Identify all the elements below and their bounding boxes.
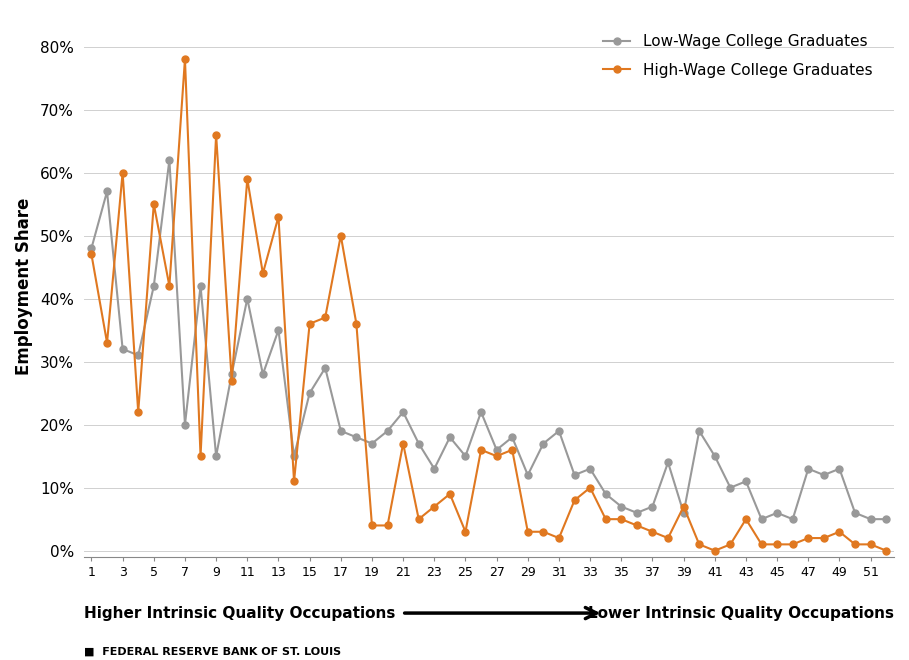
Low-Wage College Graduates <box>475 408 486 416</box>
Low-Wage College Graduates <box>881 515 892 523</box>
Low-Wage College Graduates <box>523 471 534 479</box>
High-Wage College Graduates <box>382 521 393 529</box>
Low-Wage College Graduates <box>756 515 767 523</box>
High-Wage College Graduates <box>881 546 892 554</box>
Line: Low-Wage College Graduates: Low-Wage College Graduates <box>88 156 890 523</box>
High-Wage College Graduates <box>475 446 486 454</box>
High-Wage College Graduates <box>584 484 595 492</box>
High-Wage College Graduates <box>148 200 159 208</box>
Text: ■  FEDERAL RESERVE BANK OF ST. LOUIS: ■ FEDERAL RESERVE BANK OF ST. LOUIS <box>84 647 341 657</box>
Line: High-Wage College Graduates: High-Wage College Graduates <box>88 55 890 554</box>
Y-axis label: Employment Share: Employment Share <box>15 197 33 375</box>
Text: Lower Intrinsic Quality Occupations: Lower Intrinsic Quality Occupations <box>588 606 894 620</box>
High-Wage College Graduates <box>179 55 190 63</box>
Low-Wage College Graduates <box>615 503 626 511</box>
Low-Wage College Graduates <box>164 156 175 164</box>
High-Wage College Graduates <box>523 528 534 536</box>
Legend: Low-Wage College Graduates, High-Wage College Graduates: Low-Wage College Graduates, High-Wage Co… <box>596 28 878 84</box>
High-Wage College Graduates <box>615 515 626 523</box>
Low-Wage College Graduates <box>86 244 97 252</box>
High-Wage College Graduates <box>709 546 720 554</box>
Low-Wage College Graduates <box>584 465 595 473</box>
Text: Higher Intrinsic Quality Occupations: Higher Intrinsic Quality Occupations <box>84 606 395 620</box>
Low-Wage College Graduates <box>148 282 159 290</box>
Low-Wage College Graduates <box>382 427 393 435</box>
High-Wage College Graduates <box>86 251 97 259</box>
